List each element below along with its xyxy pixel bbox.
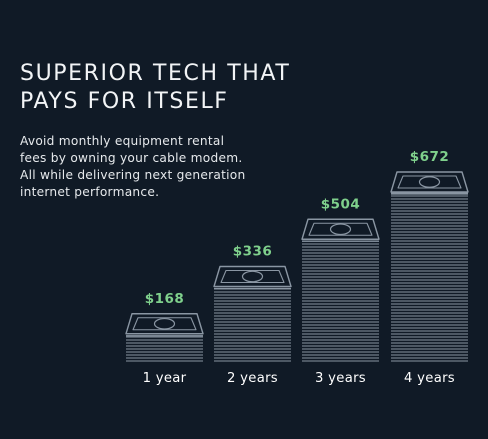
description: Avoid monthly equipment rental fees by o… [20, 133, 280, 201]
category-label-2: 2 years [227, 371, 278, 386]
headline: SUPERIOR TECH THAT PAYS FOR ITSELF [20, 60, 340, 116]
money-stack-icon [125, 313, 204, 337]
bar-2 [213, 265, 292, 362]
description-line-4: internet performance. [20, 185, 160, 199]
bar-1 [125, 313, 204, 362]
money-stack-icon [390, 171, 469, 195]
value-label-1: $168 [145, 291, 185, 307]
bar-4 [390, 171, 469, 362]
category-label-1: 1 year [143, 371, 187, 386]
description-line-3: All while delivering next generation [20, 168, 246, 182]
value-label-3: $504 [321, 196, 361, 212]
category-label-3: 3 years [315, 371, 366, 386]
description-line-1: Avoid monthly equipment rental [20, 134, 225, 148]
description-line-2: fees by owning your cable modem. [20, 151, 243, 165]
category-label-4: 4 years [404, 371, 455, 386]
value-label-2: $336 [233, 244, 273, 260]
money-stack-icon [213, 265, 292, 290]
money-stack-icon [301, 218, 380, 242]
value-label-4: $672 [410, 149, 450, 165]
bar-3 [301, 218, 380, 362]
headline-line-1: SUPERIOR TECH THAT [20, 61, 291, 86]
headline-line-2: PAYS FOR ITSELF [20, 89, 229, 114]
